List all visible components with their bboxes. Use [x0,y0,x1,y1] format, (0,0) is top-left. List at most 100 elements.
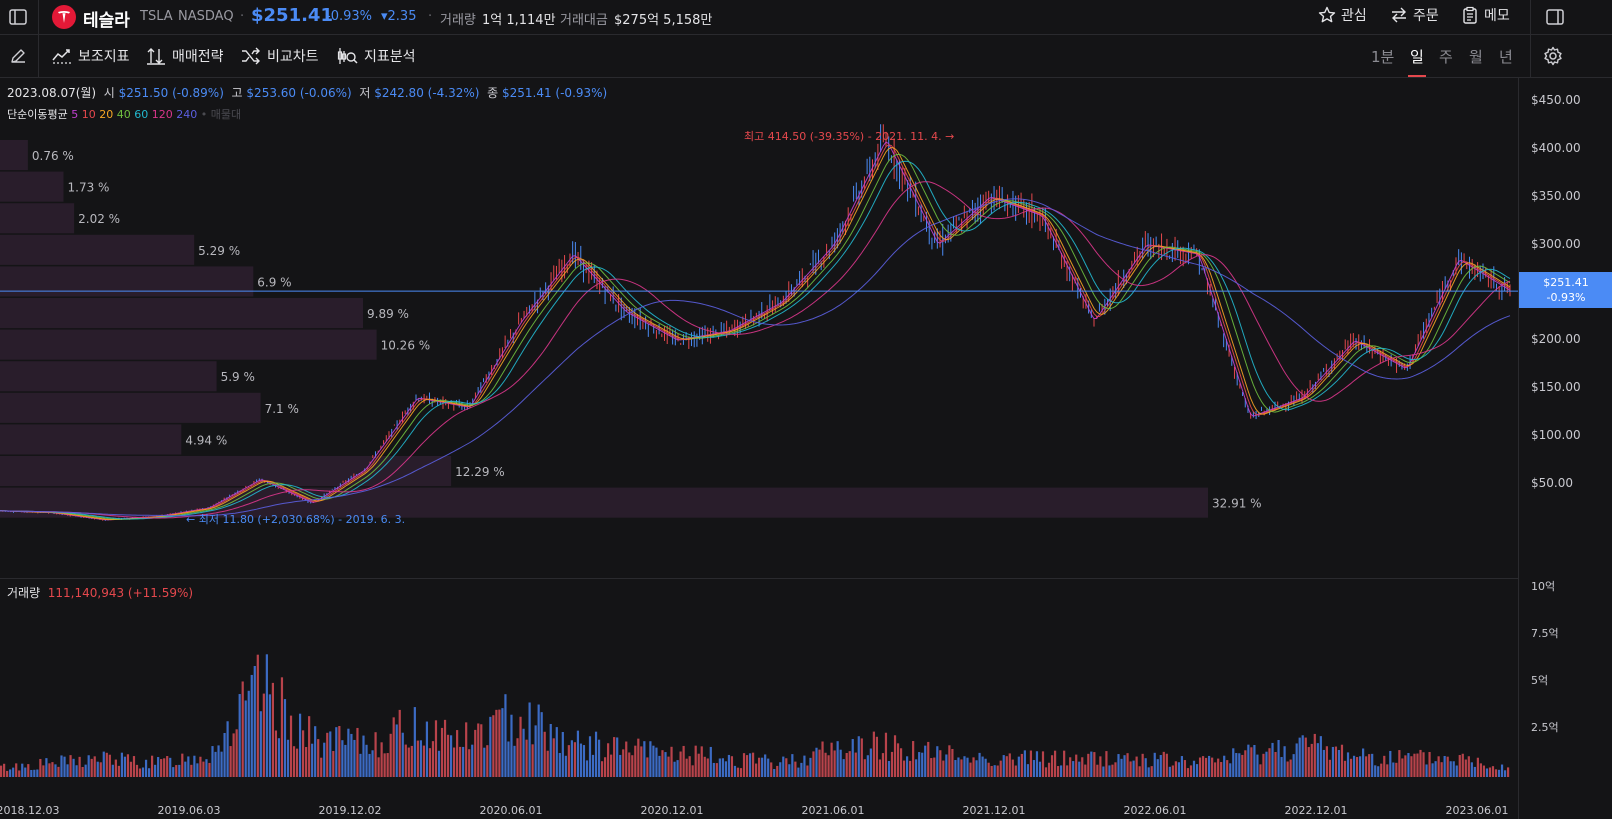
volume-bar [1069,757,1072,777]
volume-bar [123,756,127,777]
timeframe-year[interactable]: 년 [1499,47,1513,66]
volume-bar [437,750,441,777]
volume-bar [930,758,933,777]
volume-bar [1026,764,1029,777]
volume-bar [1313,733,1316,777]
volume-tick-label: 10억 [1531,580,1556,593]
separator-dot: · [240,9,245,24]
price-chart-svg[interactable]: 0.76 % 1.73 % 2.02 % 5.29 % 6.9 % 9.89 % 10.26… [0,78,1518,578]
volume-bar [1044,767,1048,777]
volume-bar [673,761,676,777]
volume-panel-label: 거래량 [7,586,41,600]
volume-bar [1084,764,1087,777]
volume-bar [564,755,567,777]
volume-bar [1081,757,1084,777]
strategy-button[interactable]: 매매전략 [146,35,224,77]
compare-button[interactable]: 비교차트 [241,35,319,77]
volume-bar [1497,769,1501,777]
volume-bar [1217,758,1220,777]
volume-bar [1389,750,1392,777]
indicators-button[interactable]: 보조지표 [52,35,130,77]
price-chart-panel[interactable]: 0.76 % 1.73 % 2.02 % 5.29 % 6.9 % 9.89 % 10.26… [0,78,1518,578]
volume-profile-label: 6.9 % [257,275,291,289]
volume-bar [486,745,489,777]
volume-bar [428,748,432,777]
analysis-button[interactable]: 지표분석 [336,35,416,77]
volume-bar [1002,755,1005,777]
volume-bar [1253,744,1256,777]
volume-bar [220,751,223,777]
volume-bar [1410,756,1413,777]
timeframe-1min[interactable]: 1분 [1371,47,1395,66]
right-panel-toggle-icon[interactable] [1543,6,1567,28]
date-tick-label: 2022.12.01 [1284,804,1348,817]
close-label: 종 [487,86,499,100]
stock-name: 테슬라 [83,11,130,31]
volume-chart-svg[interactable] [0,590,1518,800]
volume-bar [1479,763,1482,777]
watch-button[interactable]: 관심 [1318,5,1367,25]
chart-toolbar: 보조지표 매매전략 비교차트 지표분석 1분 일 주 월 년 [0,35,1612,78]
volume-bar [782,756,785,777]
volume-bar [157,757,160,777]
price-tick-label: $150.00 [1531,380,1581,395]
volume-bar [241,681,244,777]
memo-button[interactable]: 메모 [1461,5,1510,25]
volume-bar [45,758,48,777]
pencil-icon[interactable] [6,45,30,67]
volume-bar [223,732,226,777]
volume-bar [718,758,721,777]
volume-bar [477,723,480,777]
volume-label: 거래량 [440,13,476,28]
volume-bar [21,763,24,777]
order-button[interactable]: 주문 [1390,5,1439,25]
low-label: 저 [359,86,371,100]
volume-bar [993,765,996,777]
timeframe-week[interactable]: 주 [1439,47,1453,66]
volume-bar [111,764,114,777]
timeframe-day[interactable]: 일 [1408,35,1426,77]
volume-bar [338,726,341,777]
volume-bar [431,741,435,777]
volume-chart-panel[interactable] [0,590,1518,800]
volume-bar [884,732,888,777]
volume-bar [1337,749,1341,777]
volume-bar [1334,746,1338,777]
sidebar-toggle-icon[interactable] [6,6,30,28]
volume-bar [298,713,302,777]
volume-bar [1165,753,1168,777]
volume-tick-label: 5억 [1531,674,1549,687]
gear-icon[interactable] [1541,45,1565,67]
volume-bar [1428,751,1431,777]
volume-bar [217,745,220,777]
price-tick-label: $200.00 [1531,332,1581,347]
volume-bar [797,767,800,777]
volume-bar [637,738,640,777]
timeframe-month[interactable]: 월 [1469,47,1483,66]
volume-bar [604,757,607,777]
volume-profile-bar [0,171,64,202]
volume-bar [721,758,724,777]
volume-bar [1180,756,1184,777]
volume-bar [1029,750,1033,777]
exchange: NASDAQ [178,9,234,24]
volume-bar [1150,766,1153,777]
volume-bar [416,740,419,777]
volume-bar [1201,756,1205,777]
volume-bar [682,745,685,777]
volume-bar [1443,755,1446,777]
volume-bar [1220,762,1223,777]
volume-bar [640,746,643,777]
volume-bar [147,768,151,777]
volume-bar [1250,747,1253,777]
volume-bar [1156,759,1159,777]
volume-bar [138,768,142,777]
volume-bar [1386,764,1389,777]
volume-bar [1398,750,1401,777]
volume-bar [15,763,18,777]
volume-bar [1500,764,1504,777]
volume-bar [622,749,625,777]
volume-profile-label: 4.94 % [185,433,227,447]
volume-bar [1047,762,1051,777]
volume-bar [317,739,320,777]
